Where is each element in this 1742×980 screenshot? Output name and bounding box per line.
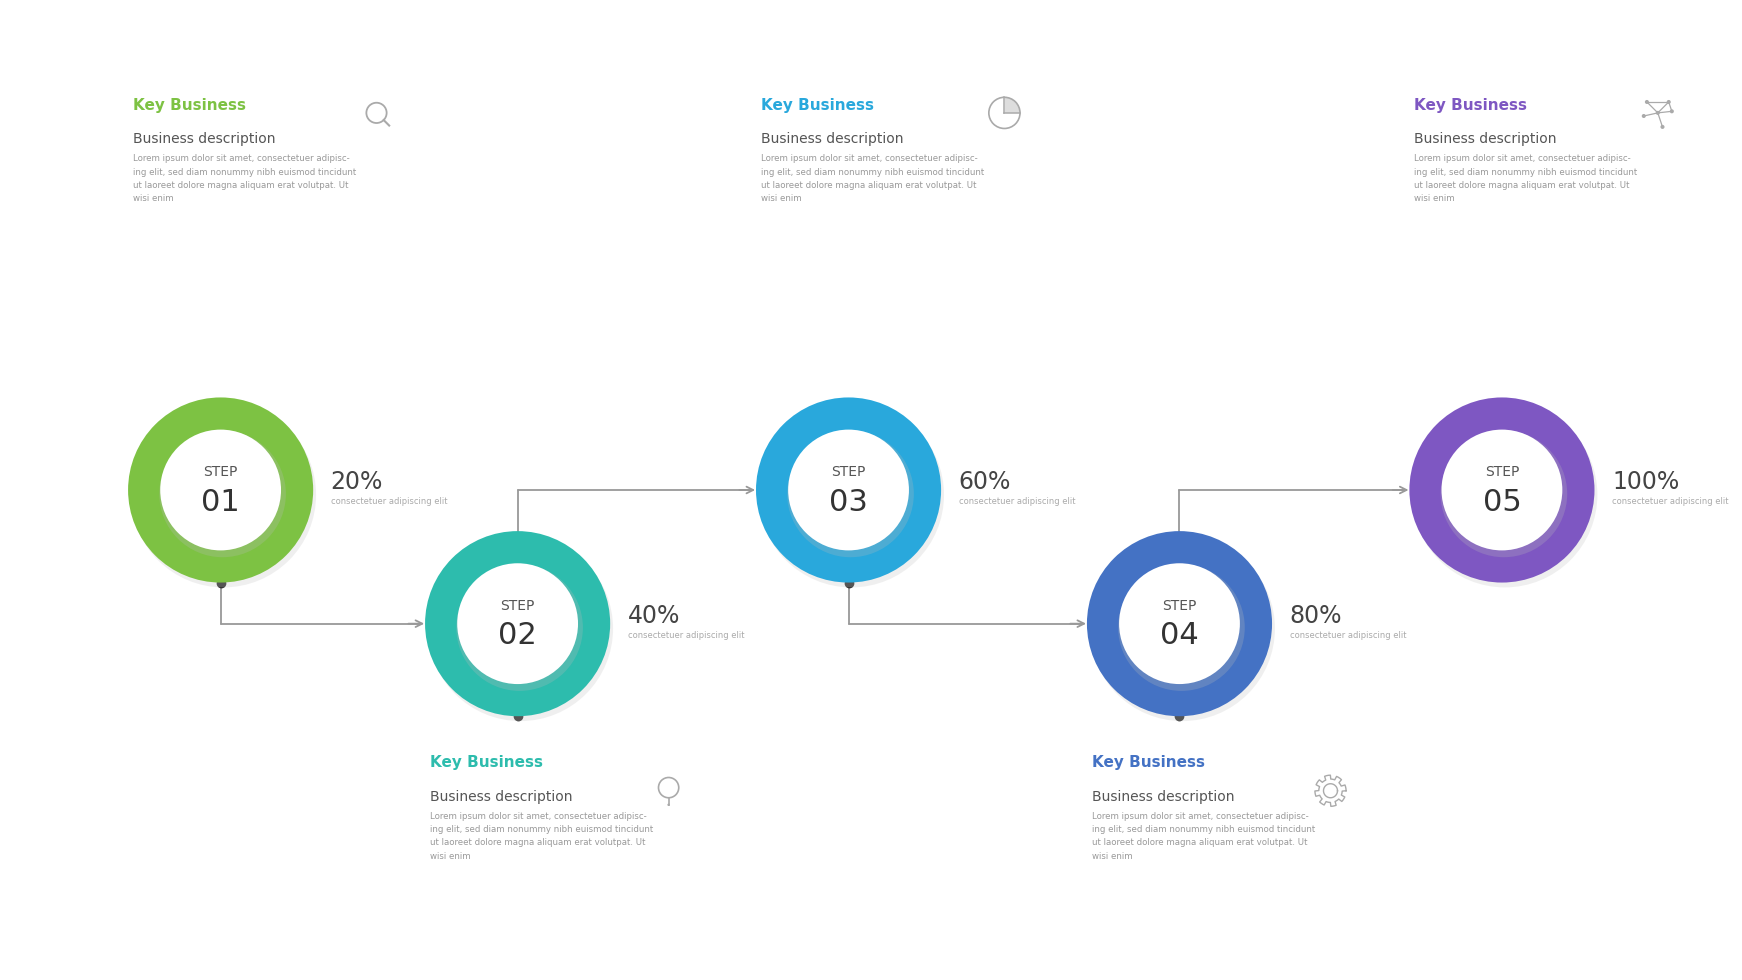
Circle shape (1667, 100, 1671, 104)
Circle shape (787, 430, 915, 558)
Circle shape (129, 398, 314, 582)
Text: 60%: 60% (958, 470, 1010, 494)
Text: 02: 02 (498, 621, 537, 651)
Circle shape (1644, 100, 1650, 104)
Circle shape (1657, 111, 1660, 115)
Text: STEP: STEP (1162, 599, 1197, 612)
Circle shape (456, 564, 578, 684)
Text: Key Business: Key Business (430, 756, 544, 770)
Circle shape (1441, 430, 1568, 558)
Circle shape (456, 564, 584, 691)
Text: Business description: Business description (761, 132, 904, 146)
Circle shape (1118, 564, 1246, 691)
Text: 80%: 80% (1289, 604, 1341, 628)
Circle shape (756, 398, 941, 582)
Text: Lorem ipsum dolor sit amet, consectetuer adipisc-
ing elit, sed diam nonummy nib: Lorem ipsum dolor sit amet, consectetuer… (1092, 812, 1315, 860)
Text: 100%: 100% (1611, 470, 1679, 494)
Text: 03: 03 (829, 488, 868, 516)
Text: consectetuer adipiscing elit: consectetuer adipiscing elit (331, 497, 448, 507)
Circle shape (425, 531, 610, 716)
Text: Lorem ipsum dolor sit amet, consectetuer adipisc-
ing elit, sed diam nonummy nib: Lorem ipsum dolor sit amet, consectetuer… (430, 812, 653, 860)
Circle shape (1118, 564, 1240, 684)
Text: STEP: STEP (204, 465, 239, 479)
Text: Lorem ipsum dolor sit amet, consectetuer adipisc-
ing elit, sed diam nonummy nib: Lorem ipsum dolor sit amet, consectetuer… (761, 155, 984, 203)
Text: consectetuer adipiscing elit: consectetuer adipiscing elit (958, 497, 1075, 507)
Text: 05: 05 (1482, 488, 1521, 516)
Circle shape (760, 403, 944, 587)
Text: Business description: Business description (132, 132, 275, 146)
Circle shape (667, 804, 671, 806)
Text: Key Business: Key Business (132, 98, 246, 113)
Text: Business description: Business description (1092, 790, 1235, 804)
Circle shape (131, 403, 315, 587)
Circle shape (429, 536, 613, 721)
Text: Key Business: Key Business (1092, 756, 1205, 770)
Text: Business description: Business description (430, 790, 573, 804)
Text: Key Business: Key Business (761, 98, 874, 113)
Circle shape (787, 429, 909, 551)
Circle shape (1671, 110, 1674, 114)
Circle shape (1442, 429, 1563, 551)
Circle shape (159, 430, 286, 558)
Text: Business description: Business description (1415, 132, 1557, 146)
Circle shape (160, 429, 280, 551)
Text: 01: 01 (202, 488, 240, 516)
Circle shape (1090, 536, 1275, 721)
Wedge shape (1005, 97, 1021, 113)
Text: 04: 04 (1160, 621, 1198, 651)
Text: 40%: 40% (627, 604, 679, 628)
Text: consectetuer adipiscing elit: consectetuer adipiscing elit (1611, 497, 1728, 507)
Text: STEP: STEP (1484, 465, 1519, 479)
Text: STEP: STEP (831, 465, 866, 479)
Text: consectetuer adipiscing elit: consectetuer adipiscing elit (1289, 631, 1406, 640)
Circle shape (1087, 531, 1272, 716)
Text: consectetuer adipiscing elit: consectetuer adipiscing elit (627, 631, 744, 640)
Text: 20%: 20% (331, 470, 383, 494)
Text: Key Business: Key Business (1415, 98, 1528, 113)
Circle shape (1413, 403, 1597, 587)
Circle shape (1409, 398, 1594, 582)
Text: STEP: STEP (500, 599, 535, 612)
Text: Lorem ipsum dolor sit amet, consectetuer adipisc-
ing elit, sed diam nonummy nib: Lorem ipsum dolor sit amet, consectetuer… (132, 155, 355, 203)
Circle shape (1660, 124, 1665, 129)
Text: Lorem ipsum dolor sit amet, consectetuer adipisc-
ing elit, sed diam nonummy nib: Lorem ipsum dolor sit amet, consectetuer… (1415, 155, 1637, 203)
Circle shape (1641, 114, 1646, 118)
